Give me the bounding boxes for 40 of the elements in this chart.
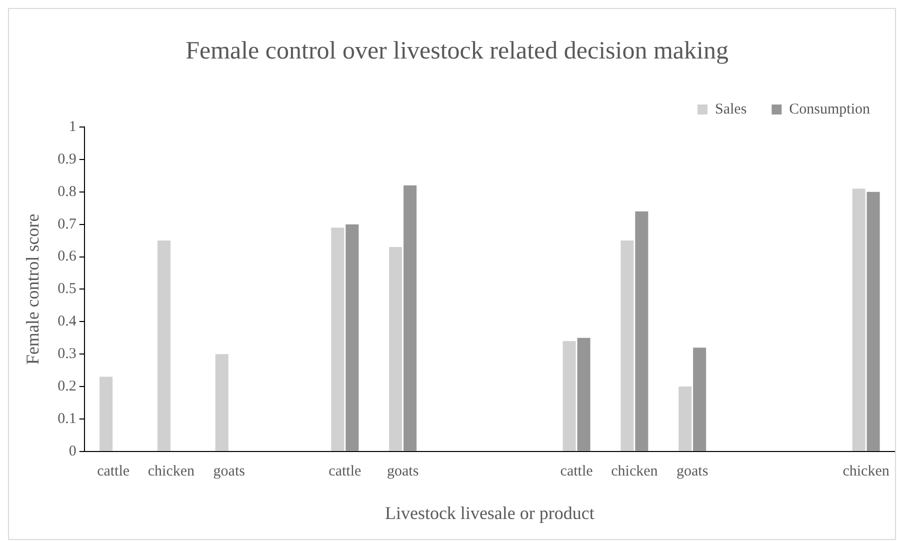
x-tick-label: chicken <box>611 463 658 480</box>
x-tick-label: goats <box>676 463 708 480</box>
bar <box>215 354 228 451</box>
bar <box>346 224 359 451</box>
y-tick-label: 0 <box>68 443 76 460</box>
y-tick-label: 0.3 <box>58 346 76 362</box>
y-tick-label: 0.2 <box>58 378 76 394</box>
y-tick-label: 0.6 <box>58 248 77 265</box>
bar <box>100 376 113 451</box>
x-tick-label: chicken <box>842 463 890 480</box>
y-tick-label: 0.9 <box>58 151 76 168</box>
y-tick-label: 0.8 <box>58 184 76 200</box>
bar <box>157 240 170 451</box>
bar <box>404 185 417 451</box>
bar <box>866 192 880 451</box>
y-tick-label: 0.4 <box>58 314 77 330</box>
bar <box>693 348 706 451</box>
bar <box>331 228 344 451</box>
y-tick-label: 0.1 <box>58 410 76 427</box>
legend-label: Sales <box>714 101 747 118</box>
bar <box>562 341 576 451</box>
x-axis-title: Livestock livesale or product <box>384 502 594 523</box>
x-tick-label: cattle <box>560 463 594 480</box>
y-tick-label: 0.5 <box>58 281 76 298</box>
y-tick-label: 1 <box>68 118 76 135</box>
bar <box>635 211 648 451</box>
x-tick-label: goats <box>386 463 419 480</box>
x-tick-label: chicken <box>148 463 196 480</box>
bar <box>389 247 402 451</box>
bar <box>852 188 866 451</box>
chart-title: Female control over livestock related decision making <box>186 38 729 65</box>
x-tick-label: goats <box>213 463 246 480</box>
y-tick-label: 0.7 <box>58 216 77 232</box>
y-axis-title: Female control score <box>22 214 43 365</box>
x-tick-label: cattle <box>97 463 130 480</box>
x-tick-label: cattle <box>328 463 362 480</box>
legend-label: Consumption <box>789 101 870 118</box>
bar <box>620 240 634 451</box>
bar <box>577 338 590 451</box>
bar <box>678 386 692 451</box>
